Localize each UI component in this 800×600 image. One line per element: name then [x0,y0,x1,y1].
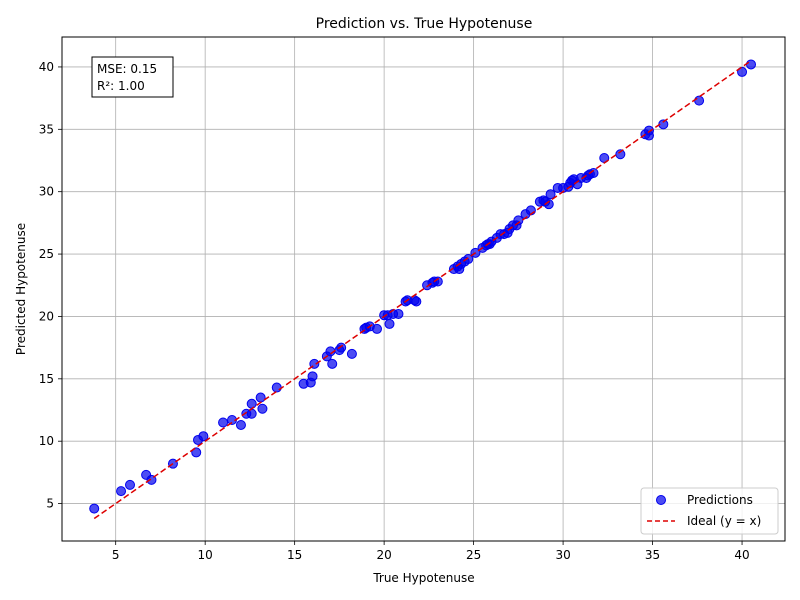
prediction-point [543,199,554,210]
prediction-point [191,447,202,458]
prediction-point [125,479,136,490]
prediction-point [393,308,404,319]
prediction-point [307,371,318,382]
x-tick-label: 25 [466,548,481,562]
prediction-point [432,276,443,287]
grid [62,37,785,541]
y-tick-label: 10 [39,434,54,448]
x-axis-label: True Hypotenuse [372,571,474,585]
x-axis: 5 10 15 20 25 30 35 40 [112,541,750,562]
prediction-point [336,342,347,353]
y-axis: 5 10 15 20 25 30 35 40 [39,60,62,511]
y-tick-label: 20 [39,309,54,323]
legend-box [640,487,779,535]
legend: Predictions Ideal (y = x) [640,487,779,535]
ideal-line [93,60,752,520]
y-axis-label: Predicted Hypotenuse [14,223,28,355]
prediction-point [694,95,705,106]
legend-label-predictions: Predictions [687,493,753,507]
prediction-point [545,189,556,200]
metrics-annotation-box [91,56,174,98]
prediction-point [257,403,268,414]
y-tick-label: 25 [39,247,54,261]
prediction-point [371,323,382,334]
prediction-point [255,392,266,403]
mse-text: MSE: 0.15 [97,62,157,76]
prediction-point [346,348,357,359]
y-tick-label: 15 [39,372,54,386]
r2-text: R²: 1.00 [97,79,145,93]
y-tick-label: 5 [46,497,54,511]
prediction-point [327,358,338,369]
x-tick-label: 10 [198,548,213,562]
y-tick-label: 40 [39,60,54,74]
x-tick-label: 35 [645,548,660,562]
x-tick-label: 5 [112,548,120,562]
prediction-point [235,419,246,430]
y-tick-label: 35 [39,122,54,136]
x-tick-label: 30 [555,548,570,562]
plot-marks [89,59,756,520]
prediction-point [271,382,282,393]
prediction-point [384,318,395,329]
x-tick-label: 15 [287,548,302,562]
prediction-point [411,296,422,307]
x-tick-label: 40 [734,548,749,562]
legend-label-ideal: Ideal (y = x) [687,514,761,528]
prediction-point [745,59,756,70]
prediction-point [643,125,654,136]
prediction-point [89,503,100,514]
prediction-point [246,398,257,409]
prediction-point [116,486,127,497]
plot-frame [61,36,786,542]
legend-marker-predictions [656,495,666,505]
y-tick-label: 30 [39,185,54,199]
prediction-point [246,408,257,419]
metrics-annotation: MSE: 0.15 R²: 1.00 [91,56,174,98]
prediction-point [218,417,229,428]
prediction-point [737,66,748,77]
chart-title: Prediction vs. True Hypotenuse [316,16,533,32]
prediction-point [615,149,626,160]
prediction-point [463,254,474,265]
prediction-point [198,431,209,442]
x-tick-label: 20 [376,548,391,562]
